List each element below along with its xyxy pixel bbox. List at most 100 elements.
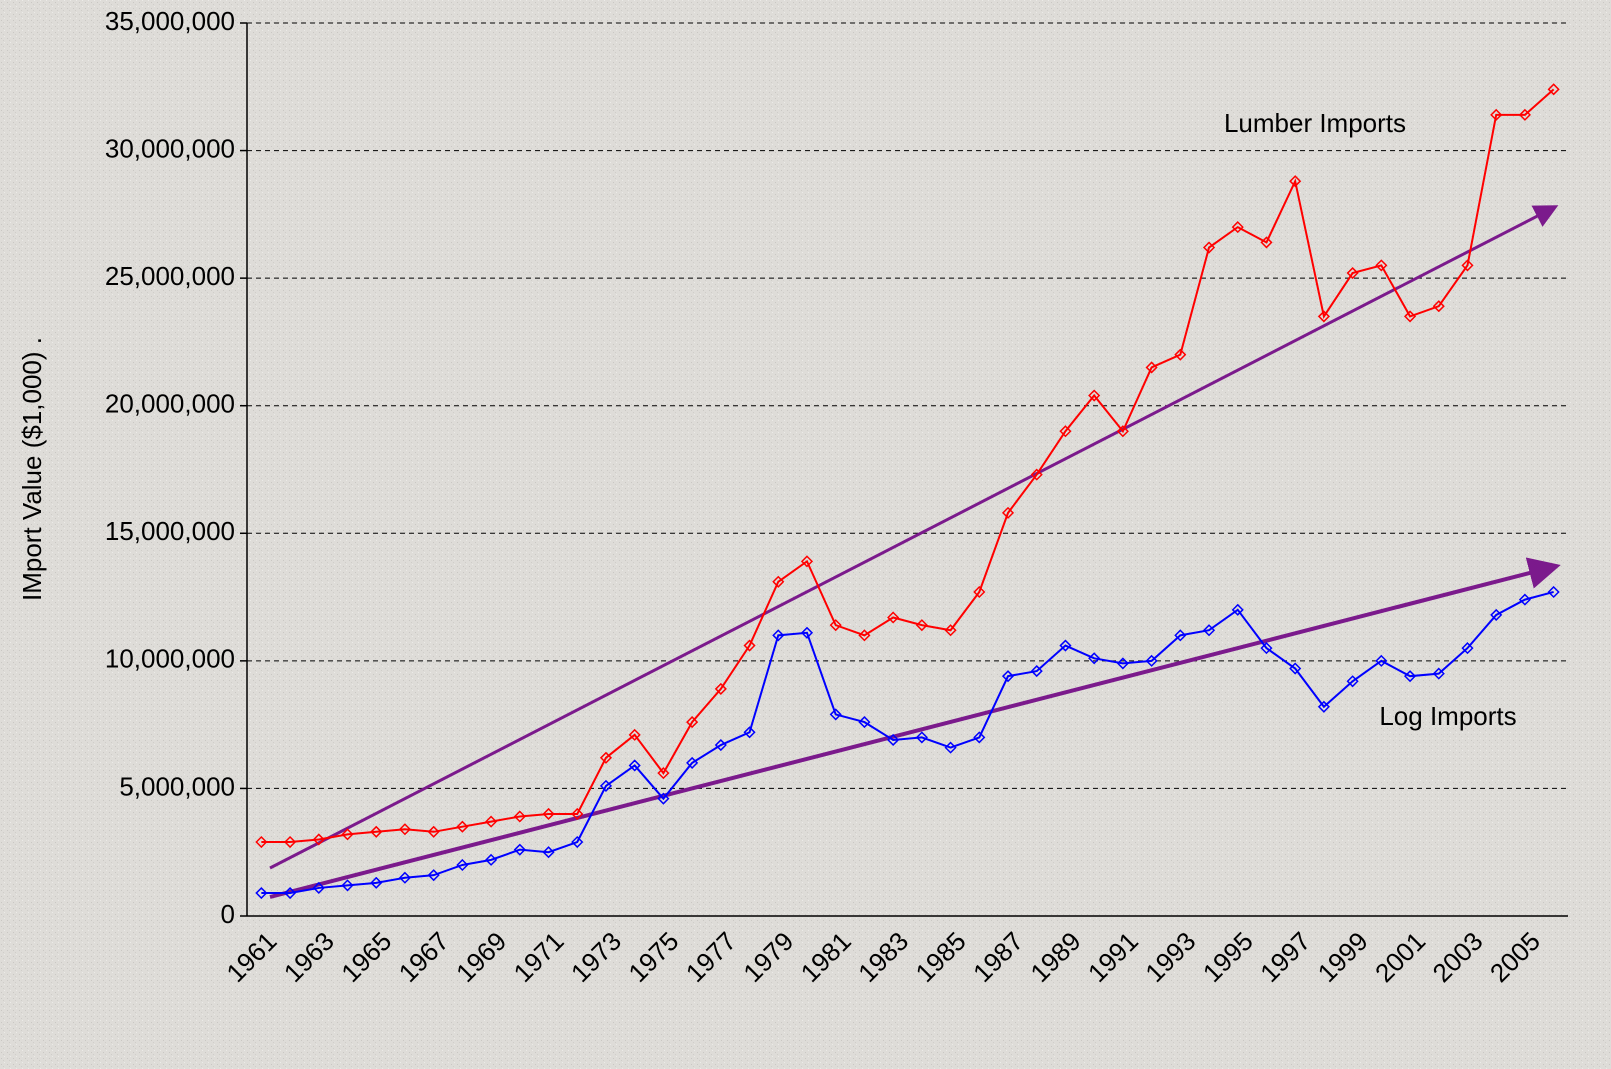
data-point: [686, 756, 699, 769]
data-point: [915, 619, 928, 632]
data-point: [284, 886, 297, 900]
y-tick-label: 0: [221, 899, 235, 929]
data-point: [542, 807, 555, 821]
grid: [247, 22, 1568, 789]
data-point: [456, 858, 469, 872]
data-point: [1030, 468, 1043, 481]
data-point: [255, 886, 268, 900]
data-point: [1289, 175, 1302, 188]
data-point: [485, 853, 498, 866]
data-point: [1001, 506, 1015, 519]
data-point: [858, 629, 871, 642]
data-point: [829, 708, 842, 721]
data-point: [743, 726, 756, 739]
data-point: [341, 828, 354, 841]
data-point: [1059, 639, 1072, 652]
data-point: [312, 833, 325, 846]
data-point: [1202, 624, 1216, 637]
data-point: [1231, 221, 1244, 234]
data-point: [628, 759, 641, 772]
data-point: [887, 733, 900, 747]
data-point: [1432, 667, 1445, 680]
data-point: [370, 876, 383, 889]
data-point: [1202, 241, 1216, 254]
data-point: [1317, 310, 1330, 323]
data-point: [1317, 700, 1330, 713]
data-point: [427, 869, 440, 882]
data-point: [1461, 642, 1474, 655]
y-tick-label: 35,000,000: [105, 6, 235, 36]
data-point: [1001, 670, 1015, 683]
data-point: [312, 881, 325, 894]
data-point: [829, 619, 842, 632]
data-point: [686, 716, 699, 729]
data-point: [772, 575, 785, 588]
data-point: [571, 807, 584, 821]
data-point: [800, 626, 814, 639]
data-point: [599, 779, 613, 792]
data-point: [1116, 657, 1129, 670]
data-point: [944, 741, 957, 754]
data-point: [944, 624, 957, 637]
data-point: [542, 846, 555, 859]
data-point: [915, 731, 928, 744]
data-point: [800, 555, 814, 568]
data-point: [1174, 629, 1187, 642]
data-point: [858, 716, 871, 729]
data-point: [398, 823, 412, 836]
data-point: [657, 792, 670, 805]
data-point: [1375, 654, 1388, 667]
data-point: [1403, 310, 1417, 323]
data-point: [370, 825, 383, 838]
data-point: [284, 835, 297, 849]
data-point: [1518, 108, 1531, 121]
y-tick-label: 30,000,000: [105, 133, 235, 163]
y-axis-label: IMport Value ($1,000) .: [17, 337, 47, 601]
data-point: [1088, 652, 1101, 665]
data-point: [255, 835, 268, 849]
data-point: [1346, 266, 1359, 280]
data-point: [571, 835, 584, 849]
data-point: [1088, 389, 1101, 402]
data-point: [398, 871, 412, 884]
data-point: [1547, 83, 1560, 96]
series-line: [261, 88, 1555, 844]
data-point: [1346, 675, 1359, 688]
data-point: [599, 751, 613, 764]
data-point: [887, 611, 900, 624]
y-tick-label: 5,000,000: [119, 771, 235, 801]
data-point: [772, 629, 785, 642]
data-point: [485, 815, 498, 828]
data-point: [1145, 361, 1158, 374]
series-annotation: Log Imports: [1379, 701, 1516, 731]
data-point: [973, 731, 986, 744]
data-point: [714, 738, 727, 752]
series-line: [261, 591, 1554, 895]
y-tick-label: 20,000,000: [105, 389, 235, 419]
data-point: [1030, 665, 1043, 678]
data-point: [628, 728, 641, 741]
data-point: [973, 585, 986, 599]
data-point: [1174, 348, 1187, 361]
data-point: [1375, 259, 1388, 272]
data-point: [513, 843, 526, 856]
trend-arrow: [269, 205, 1559, 870]
data-point: [1260, 642, 1273, 655]
data-point: [1490, 108, 1503, 121]
data-point: [1116, 425, 1129, 438]
data-point: [714, 682, 727, 695]
data-point: [427, 825, 440, 838]
data-point: [341, 879, 354, 892]
data-point: [1289, 662, 1302, 675]
y-tick-label: 15,000,000: [105, 516, 235, 546]
data-point: [1145, 654, 1158, 667]
data-point: [1059, 425, 1072, 438]
y-tick-label: 25,000,000: [105, 261, 235, 291]
data-point: [1403, 670, 1417, 683]
data-point: [657, 767, 670, 780]
data-point: [456, 820, 469, 833]
data-point: [1461, 259, 1474, 272]
